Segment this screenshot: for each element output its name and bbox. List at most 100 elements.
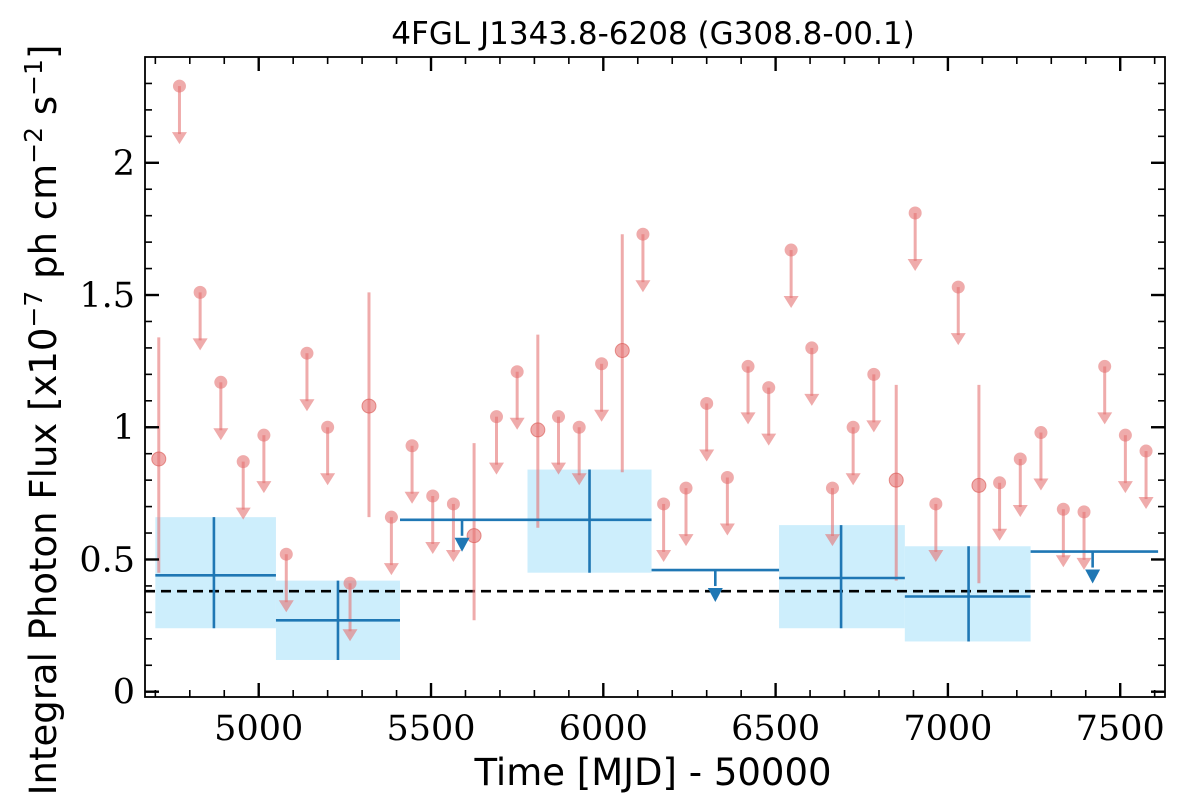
y-axis-label-exponent: −1: [19, 59, 48, 96]
fine-upper-limit-arrow: [278, 600, 294, 613]
fine-upper-limit-point: [172, 79, 186, 93]
fine-upper-limit-point: [300, 346, 314, 360]
fine-data-point: [361, 398, 377, 414]
fine-upper-limit-arrow: [383, 563, 399, 576]
fine-upper-limit-point: [489, 410, 503, 424]
fine-upper-limit-point: [572, 420, 586, 434]
fine-data-point: [466, 528, 482, 544]
fine-upper-limit-arrow: [699, 449, 715, 462]
fine-data-point: [888, 472, 904, 488]
fine-upper-limit-arrow: [192, 338, 208, 351]
fine-upper-limit-point: [805, 341, 819, 355]
fine-upper-limit-arrow: [235, 507, 251, 520]
fine-upper-limit-arrow: [678, 534, 694, 547]
fine-upper-limit-point: [321, 420, 335, 434]
fine-upper-limit-point: [236, 455, 250, 469]
fine-upper-limit-arrow: [866, 420, 882, 433]
fine-upper-limit-point: [343, 576, 357, 590]
x-tick-label: 7500: [1076, 709, 1165, 749]
fine-upper-limit-arrow: [928, 549, 944, 562]
fine-upper-limit-point: [257, 428, 271, 442]
fine-upper-limit-arrow: [1012, 504, 1028, 517]
x-tick-label: 6500: [731, 709, 820, 749]
y-axis-label-part: ]: [22, 45, 65, 59]
y-axis-label-exponent: −7: [19, 291, 48, 328]
y-tick-label: 0.5: [79, 540, 135, 580]
y-tick-label: 1.5: [79, 276, 135, 316]
fine-upper-limit-arrow: [1055, 555, 1071, 568]
fine-upper-limit-arrow: [950, 333, 966, 346]
fine-upper-limit-point: [1077, 505, 1091, 519]
fine-upper-limit-point: [929, 497, 943, 511]
fine-upper-limit-point: [446, 497, 460, 511]
coarse-upper-limit-arrow: [454, 537, 470, 552]
fine-upper-limit-point: [951, 280, 965, 294]
fine-upper-limit-arrow: [320, 473, 336, 486]
x-tick-label: 7000: [903, 709, 992, 749]
fine-data-point: [530, 422, 546, 438]
y-axis-label-exponent: −2: [19, 127, 48, 164]
fine-upper-limit-arrow: [299, 399, 315, 412]
fine-upper-limit-arrow: [992, 528, 1008, 541]
y-tick-label: 1: [113, 408, 135, 448]
fine-upper-limit-point: [636, 227, 650, 241]
fine-upper-limit-arrow: [740, 412, 756, 425]
fine-upper-limit-point: [405, 439, 419, 453]
fine-upper-limit-arrow: [1117, 481, 1133, 494]
plot-frame: [144, 56, 1166, 698]
plot-area: [145, 79, 1165, 660]
fine-upper-limit-arrow: [551, 462, 567, 475]
fine-upper-limit-arrow: [907, 259, 923, 272]
fine-upper-limit-arrow: [1076, 557, 1092, 570]
fine-upper-limit-point: [1013, 452, 1027, 466]
fine-upper-limit-point: [595, 357, 609, 371]
fine-upper-limit-point: [1098, 359, 1112, 373]
y-tick-label: 0: [113, 673, 135, 713]
fine-upper-limit-point: [193, 285, 207, 299]
fine-upper-limit-point: [825, 481, 839, 495]
fine-upper-limit-arrow: [488, 462, 504, 475]
fine-upper-limit-arrow: [342, 629, 358, 642]
y-axis-label-part: ph cm: [22, 164, 65, 291]
fine-upper-limit-arrow: [656, 549, 672, 562]
fine-upper-limit-point: [784, 243, 798, 257]
fine-upper-limit-point: [700, 396, 714, 410]
fine-upper-limit-arrow: [783, 296, 799, 309]
y-tick-label: 2: [113, 144, 135, 184]
x-tick-label: 5000: [214, 709, 303, 749]
fine-upper-limit-point: [1118, 428, 1132, 442]
fine-upper-limit-arrow: [509, 417, 525, 430]
fine-upper-limit-arrow: [445, 549, 461, 562]
fine-upper-limit-point: [657, 497, 671, 511]
fine-upper-limit-arrow: [571, 473, 587, 486]
fine-upper-limit-arrow: [761, 433, 777, 446]
fine-upper-limit-point: [279, 547, 293, 561]
fine-upper-limit-arrow: [1097, 412, 1113, 425]
fine-upper-limit-point: [510, 365, 524, 379]
fine-upper-limit-point: [846, 420, 860, 434]
fine-upper-limit-point: [384, 510, 398, 524]
y-axis-label-part: Integral Photon Flux [x10: [22, 328, 65, 796]
x-tick-label: 6000: [559, 709, 648, 749]
fine-upper-limit-arrow: [213, 428, 229, 441]
fine-data-point: [971, 477, 987, 493]
fine-upper-limit-arrow: [594, 409, 610, 422]
fine-upper-limit-point: [908, 206, 922, 220]
fine-upper-limit-point: [993, 476, 1007, 490]
y-axis-label: Integral Photon Flux [x10−7 ph cm−2 s−1]: [19, 45, 65, 796]
coarse-upper-limit-arrow: [707, 588, 723, 603]
y-axis-label-part: s: [22, 96, 65, 127]
fine-upper-limit-arrow: [171, 132, 187, 145]
fine-upper-limit-arrow: [804, 393, 820, 406]
fine-upper-limit-point: [741, 359, 755, 373]
fine-upper-limit-arrow: [719, 523, 735, 536]
fine-upper-limit-point: [720, 470, 734, 484]
fine-upper-limit-arrow: [635, 280, 651, 293]
fine-upper-limit-arrow: [404, 491, 420, 504]
fine-upper-limit-point: [762, 381, 776, 395]
axes: 5000 5500 6000 6500 7000 7500 0 0.5 1 1.5 2: [79, 56, 1166, 749]
fine-upper-limit-point: [1139, 444, 1153, 458]
x-tick-label: 5500: [386, 709, 475, 749]
